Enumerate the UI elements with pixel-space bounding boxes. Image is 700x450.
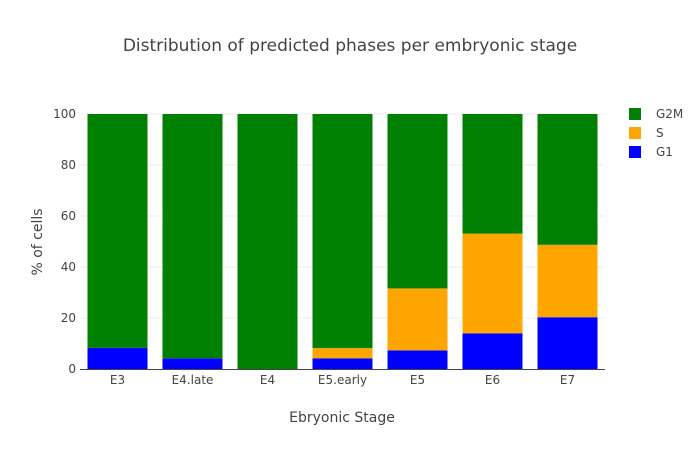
bar-g2m-e3	[87, 114, 148, 348]
x-tick-label: E4	[260, 373, 275, 387]
y-tick-label: 100	[53, 107, 76, 121]
bar-g1-e5-early	[312, 358, 373, 369]
legend-swatch-s	[629, 127, 641, 139]
legend: G2M S G1	[629, 107, 683, 159]
bar-g1-e5	[387, 350, 448, 369]
legend-label-g1: G1	[656, 145, 673, 159]
bar-g2m-e7	[537, 114, 598, 245]
y-axis-title: % of cells	[30, 208, 46, 275]
x-tick-label: E3	[110, 373, 125, 387]
legend-label-s: S	[656, 126, 664, 140]
bar-s-e6	[462, 233, 523, 334]
x-axis-title: Ebryonic Stage	[289, 410, 395, 426]
x-tick-label: E6	[485, 373, 500, 387]
bar-g2m-e4-late	[162, 114, 223, 359]
bar-g2m-e5	[387, 114, 448, 289]
bar-g1-e7	[537, 317, 598, 369]
bar-s-e5	[387, 288, 448, 351]
bars	[87, 114, 598, 369]
bar-s-e7	[537, 244, 598, 318]
bar-g2m-e4	[237, 114, 298, 369]
bar-g2m-e5-early	[312, 114, 373, 349]
y-tick-label: 80	[61, 158, 76, 172]
bar-g1-e4-late	[162, 358, 223, 369]
y-tick-labels: 0 20 40 60 80 100	[53, 107, 76, 376]
legend-swatch-g1	[629, 146, 641, 158]
bar-g2m-e6	[462, 114, 523, 234]
x-tick-label: E5.early	[318, 373, 367, 387]
y-tick-label: 40	[61, 260, 76, 274]
chart-title: Distribution of predicted phases per emb…	[123, 36, 577, 56]
x-tick-label: E7	[560, 373, 575, 387]
y-tick-label: 20	[61, 311, 76, 325]
x-tick-labels: E3 E4.late E4 E5.early E5 E6 E7	[110, 373, 575, 387]
bar-s-e5-early	[312, 348, 373, 359]
legend-label-g2m: G2M	[656, 107, 683, 121]
x-tick-label: E5	[410, 373, 425, 387]
y-tick-label: 0	[68, 362, 76, 376]
legend-swatch-g2m	[629, 108, 641, 120]
bar-g1-e3	[87, 347, 148, 369]
y-tick-label: 60	[61, 209, 76, 223]
x-tick-label: E4.late	[172, 373, 214, 387]
bar-g1-e6	[462, 333, 523, 369]
